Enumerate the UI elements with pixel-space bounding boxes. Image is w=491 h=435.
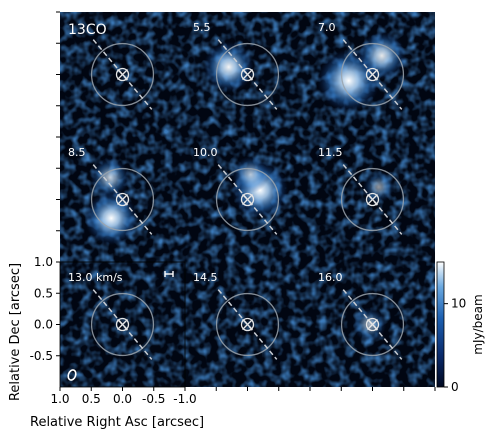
emission-peak (90, 157, 130, 198)
colorbar-tick-label: 0 (451, 380, 459, 394)
contour-ring (90, 167, 155, 232)
colorbar (436, 261, 445, 388)
channel-panel: 11.5 (310, 137, 435, 262)
disk-axis-line (92, 289, 153, 360)
center-cross (242, 69, 253, 80)
emission-peak (352, 307, 387, 342)
center-cross (367, 319, 378, 330)
emission-peak (84, 191, 139, 246)
y-axis-label: Relative Dec [arcsec] (8, 263, 23, 401)
beam-ellipse (67, 369, 77, 381)
x-tick-label: -0.5 (142, 392, 165, 406)
center-marker (115, 67, 130, 82)
center-marker (365, 192, 380, 207)
channel-panel: 7.0 (310, 12, 435, 137)
disk-axis-line (217, 39, 278, 110)
center-marker (365, 317, 380, 332)
disk-axis-line (92, 164, 153, 235)
center-marker (240, 317, 255, 332)
channel-panel: 5.5 (185, 12, 310, 137)
center-marker (240, 67, 255, 82)
contour-ring (90, 292, 155, 357)
contour-ring (340, 167, 405, 232)
disk-axis-line (92, 39, 153, 110)
center-cross (242, 319, 253, 330)
channel-panel: 16.0 (310, 262, 435, 387)
contour-ring (340, 42, 405, 107)
channel-panel: 8.5 (60, 137, 185, 262)
disk-axis-line (342, 39, 403, 110)
disk-axis-line (342, 289, 403, 360)
panel-label: 13.0 km/s (68, 271, 123, 284)
y-tick-label: 1.0 (34, 255, 53, 269)
channel-panel: 14.5 (185, 262, 310, 387)
x-axis-label: Relative Right Asc [arcsec] (30, 415, 204, 430)
contour-ring (215, 292, 280, 357)
colorbar-tick-label: 10 (451, 297, 466, 311)
x-tick-label: 0.5 (82, 392, 101, 406)
panel-label: 16.0 (318, 271, 343, 284)
panel-label: 8.5 (68, 146, 86, 159)
center-cross (367, 194, 378, 205)
channel-panel: 13.0 km/s (60, 262, 185, 387)
contour-ring (90, 42, 155, 107)
y-tick-label: 0.5 (34, 286, 53, 300)
disk-axis-line (342, 164, 403, 235)
center-cross (117, 319, 128, 330)
panel-label: 5.5 (193, 21, 211, 34)
axes-layer: 1.0 0.5 0.0 -0.5 1.0 0.5 0.0 -0.5 -1.0 Relative R… (8, 11, 436, 430)
x-tick-label: 0.0 (113, 392, 132, 406)
disk-axis-line (217, 164, 278, 235)
center-marker (115, 317, 130, 332)
contour-ring (340, 292, 405, 357)
panel-label: 14.5 (193, 271, 218, 284)
emission-peak (363, 171, 395, 203)
emission-peak (203, 41, 255, 93)
center-marker (365, 67, 380, 82)
channel-panel: 13CO (60, 12, 185, 137)
center-cross (242, 194, 253, 205)
center-cross (367, 69, 378, 80)
panel-label: 11.5 (318, 146, 343, 159)
contour-ring (215, 42, 280, 107)
y-tick-label: 0.0 (34, 318, 53, 332)
y-tick-label: -0.5 (30, 349, 53, 363)
x-tick-label: 1.0 (50, 392, 69, 406)
disk-axis-line (217, 289, 278, 360)
panel-label: 10.0 (193, 146, 218, 159)
contour-ring (215, 167, 280, 232)
x-tick-label: -1.0 (173, 392, 196, 406)
panels-layer: 13CO 5.5 7.0 8.5 10.0 11.5 13.0 km/s 14.5 16.0 (60, 12, 435, 387)
center-marker (240, 192, 255, 207)
channel-panel: 10.0 (185, 137, 310, 262)
emission-peak (232, 156, 270, 193)
center-cross (117, 69, 128, 80)
colorbar-label: mJy/beam (471, 294, 485, 354)
panel-label: 13CO (68, 22, 107, 38)
center-marker (115, 192, 130, 207)
center-cross (117, 194, 128, 205)
panel-label: 7.0 (318, 21, 336, 34)
colorbar-layer: 0 10 mJy/beam (436, 261, 485, 394)
emission-peak (357, 31, 406, 80)
